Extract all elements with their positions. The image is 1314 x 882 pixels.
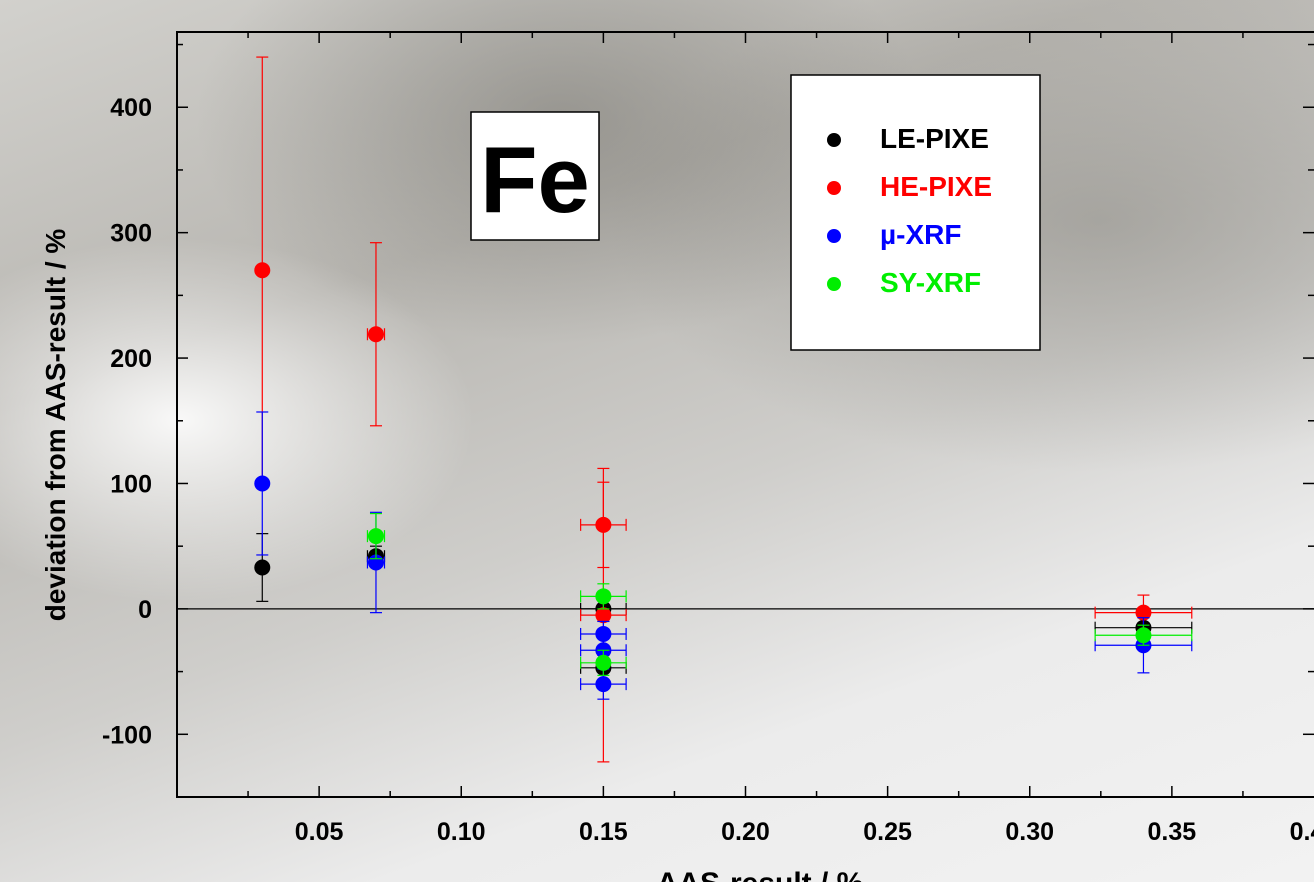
element-title-box: Fe [470, 111, 600, 241]
data-point [1135, 627, 1152, 644]
x-tick-label: 0.10 [437, 818, 486, 846]
series-le-pixe [254, 533, 1193, 681]
y-tick-label: 100 [110, 470, 152, 498]
series--xrf [254, 411, 1193, 700]
legend-label: µ-XRF [880, 219, 961, 250]
data-point [595, 676, 612, 693]
plot-area: 0.05 0.10 0.15 0.20 0.25 0.30 0.35 0.40 -100 0 100… [102, 31, 1314, 846]
data-point [254, 559, 271, 576]
legend-label: SY-XRF [880, 267, 981, 298]
data-point [367, 326, 384, 343]
legend-marker [827, 277, 841, 291]
legend-box [790, 74, 1041, 351]
x-axis-label: AAS-result / % [657, 867, 864, 882]
x-tick-label: 0.30 [1005, 818, 1054, 846]
y-tick-label: 0 [138, 596, 152, 624]
y-axis-label: deviation from AAS-result / % [40, 229, 71, 622]
series-sy-xrf [366, 512, 1193, 676]
legend-label: HE-PIXE [880, 171, 992, 202]
x-tick-label: 0.20 [721, 818, 770, 846]
legend-marker [827, 229, 841, 243]
data-point [595, 607, 612, 624]
plot-frame [176, 31, 1314, 798]
x-tick-label: 0.35 [1148, 818, 1197, 846]
legend-marker [827, 133, 841, 147]
y-tick-label: 300 [110, 220, 152, 248]
legend-marker [827, 181, 841, 195]
legend: LE-PIXE HE-PIXE µ-XRF SY-XRF [790, 74, 1041, 351]
chart-title: Fe [480, 127, 590, 232]
x-tick-label: 0.40 [1290, 818, 1314, 846]
y-tick-label: -100 [102, 721, 152, 749]
data-point [367, 528, 384, 545]
y-tick-label: 400 [110, 94, 152, 122]
x-tick-label: 0.05 [295, 818, 344, 846]
legend-label: LE-PIXE [880, 123, 989, 154]
data-point [595, 654, 612, 671]
x-tick-label: 0.15 [579, 818, 628, 846]
series-he-pixe [254, 56, 1193, 763]
data-point [254, 475, 271, 492]
data-point [595, 588, 612, 605]
y-tick-label: 200 [110, 345, 152, 373]
data-point [254, 262, 271, 279]
x-tick-label: 0.25 [863, 818, 912, 846]
data-point [1135, 604, 1152, 621]
